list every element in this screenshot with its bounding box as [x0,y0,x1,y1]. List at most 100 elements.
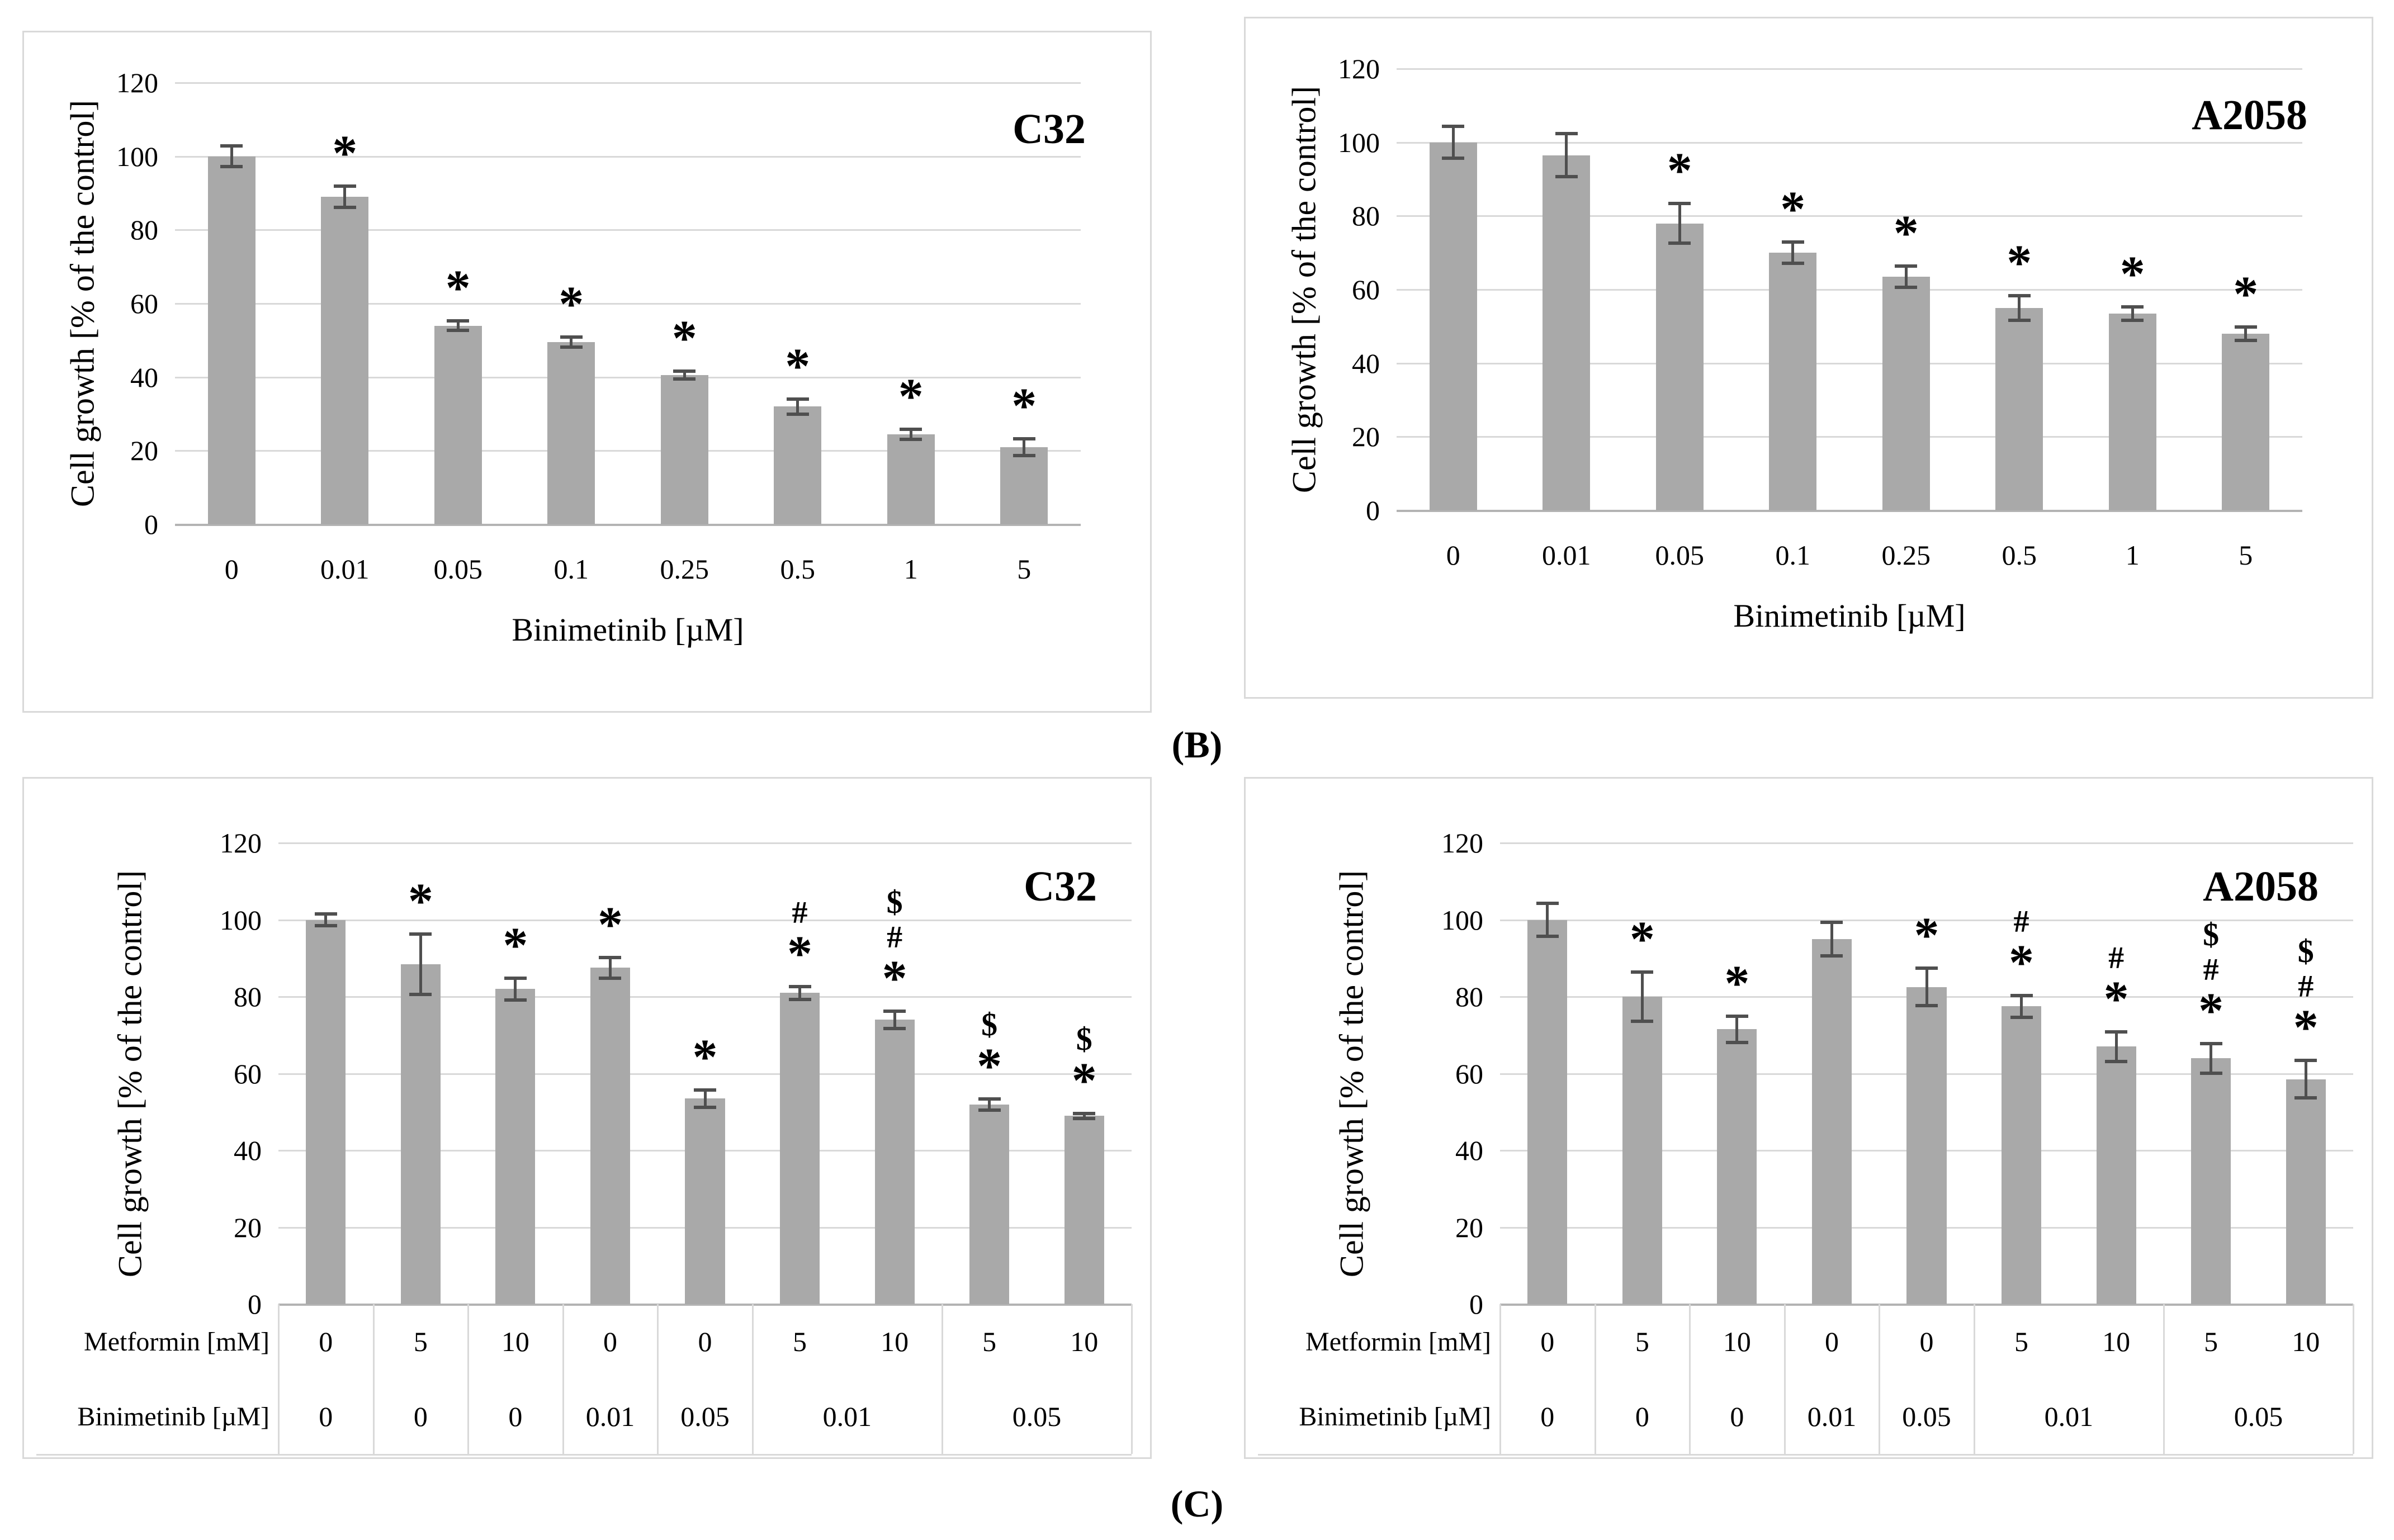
significance-markers: * # $ [882,884,907,1006]
bar [1429,142,1477,510]
table-cell: 5 [413,1326,428,1357]
table-cell: 0.05 [2234,1401,2283,1432]
error-bar-cap-bottom [978,1108,1001,1112]
table-cell: 10 [1723,1326,1751,1357]
significance-asterisk: * [1724,956,1750,1012]
significance-dollar: $ [2297,933,2314,970]
bar [207,156,256,524]
significance-markers: * [2233,266,2259,322]
bar [1543,155,1591,510]
gridline [1500,919,2353,921]
error-bar-cap-bottom [1442,157,1465,160]
significance-asterisk: * [692,1029,718,1085]
significance-asterisk: * [1667,143,1692,199]
error-bar-cap-top [1013,437,1035,440]
bar [774,406,822,524]
significance-markers: * [598,899,623,950]
gridline [1397,362,2302,364]
chart-title: A2058 [2192,92,2307,139]
y-tick-label: 0 [248,1288,262,1320]
error-bar-cap-bottom [673,377,696,381]
error-bar-cap-top [2199,1041,2222,1045]
significance-hash: # [2298,969,2314,1004]
error-bar-cap-bottom [599,977,622,980]
error-bar [230,145,233,168]
y-tick-label: 80 [130,214,158,246]
significance-markers: * [1894,209,1919,259]
table-row-label: Metformin [mM] [84,1326,269,1357]
significance-asterisk: * [671,311,697,367]
significance-markers: * # [2009,904,2035,991]
error-bar-cap-top [1442,125,1465,129]
table-divider [1973,1304,1975,1454]
error-bar [608,956,612,979]
significance-asterisk: * [2103,971,2129,1027]
error-bar [1830,921,1833,956]
error-bar-cap-bottom [333,205,356,209]
error-bar [2131,306,2134,321]
significance-markers: * [2120,249,2145,299]
significance-asterisk: * [2009,935,2035,991]
table-divider [2163,1304,2165,1454]
significance-markers: * [785,338,811,394]
y-tick-label: 20 [1352,421,1380,453]
bar [887,434,935,524]
significance-markers: * [1914,911,1939,961]
error-bar-cap-top [2121,305,2144,309]
y-tick-label: 40 [1352,347,1380,379]
significance-asterisk: * [787,926,813,982]
y-tick-label: 20 [130,435,158,467]
x-tick-label: 0.25 [660,553,709,585]
bar [495,989,536,1304]
significance-markers: * $ [977,1006,1002,1094]
gridline [278,842,1132,844]
error-bar-cap-bottom [2294,1096,2317,1100]
y-tick-label: 80 [1455,981,1483,1012]
table-cell: 0.01 [2044,1401,2094,1432]
y-tick-label: 40 [234,1135,262,1166]
significance-hash: # [2108,940,2125,975]
bar [321,197,369,524]
error-bar-cap-bottom [1555,175,1578,179]
significance-markers: * [503,920,528,970]
significance-asterisk: * [882,950,907,1006]
bar [1000,447,1048,524]
error-bar [796,398,799,415]
x-axis-line [175,524,1081,526]
y-tick-label: 120 [1441,827,1483,859]
bar [1906,987,1947,1304]
chart-title: C32 [1013,106,1086,153]
y-tick-label: 100 [1441,904,1483,936]
significance-markers: * [408,876,433,926]
x-tick-label: 1 [903,553,918,585]
gridline [278,1073,1132,1075]
table-cell: 5 [2204,1326,2218,1357]
error-bar-cap-top [786,397,809,401]
error-bar [456,320,460,331]
x-axis-title: Binimetinib [µM] [512,612,744,648]
table-cell: 5 [1635,1326,1649,1357]
error-bar-cap-bottom [220,165,243,169]
error-bar-cap-bottom [504,998,527,1002]
error-bar-cap-bottom [1668,241,1691,245]
table-cell: 0 [1730,1401,1744,1432]
error-bar-cap-top [1781,240,1804,244]
error-bar [909,428,912,440]
significance-asterisk: * [977,1038,1002,1094]
significance-hash: # [2203,952,2219,987]
bar [590,968,631,1304]
error-bar-cap-top [2010,993,2033,997]
error-bar-cap-top [2234,325,2257,329]
error-bar-cap-bottom [1536,935,1559,939]
significance-asterisk: * [2233,266,2259,322]
significance-dollar: $ [1076,1020,1092,1057]
table-cell: 5 [2014,1326,2029,1357]
table-cell: 0 [413,1401,428,1432]
x-tick-label: 0.5 [780,553,816,585]
gridline [175,376,1081,378]
x-tick-label: 0 [224,553,239,585]
error-bar-cap-bottom [447,329,470,333]
significance-asterisk: * [785,338,811,394]
error-bar [683,371,686,380]
error-bar [2114,1031,2118,1062]
